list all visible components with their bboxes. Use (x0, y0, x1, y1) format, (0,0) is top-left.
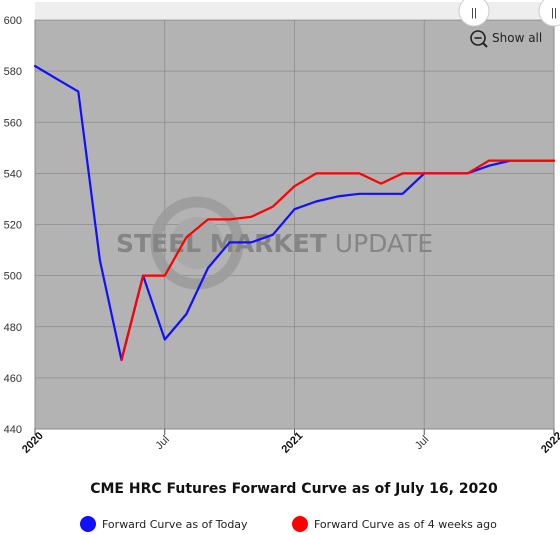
legend-marker-4-weeks-ago-icon (292, 516, 308, 532)
zoom-out-icon (470, 30, 488, 48)
y-tick-label: 580 (4, 66, 22, 78)
x-tick-label: Jul (413, 434, 431, 452)
show-all-label: Show all (492, 31, 542, 45)
legend: Forward Curve as of Today Forward Curve … (80, 516, 497, 532)
series-layer (33, 64, 556, 362)
show-all-button[interactable]: Show all (470, 30, 542, 48)
y-tick-label: 520 (4, 220, 22, 232)
y-tick-label: 500 (4, 271, 22, 283)
legend-item-4-weeks-ago[interactable]: Forward Curve as of 4 weeks ago (292, 516, 497, 532)
chart-title: CME HRC Futures Forward Curve as of July… (90, 481, 498, 497)
scroll-handle-right[interactable]: || (538, 0, 560, 27)
x-tick-label: 2022 (539, 430, 560, 456)
scroll-track[interactable] (35, 2, 554, 20)
y-tick-label: 600 (4, 15, 22, 27)
watermark-logo: STEEL MARKET UPDATE (116, 196, 433, 290)
x-tick-label: Jul (153, 434, 171, 452)
x-tick-label: 2021 (279, 430, 305, 456)
scroll-grip-left: || (471, 7, 477, 19)
y-tick-label: 540 (4, 168, 22, 180)
y-tick-label: 560 (4, 117, 22, 129)
x-axis-ticks: 2020 Jul 2021 Jul 2022 (20, 430, 560, 456)
y-tick-label: 480 (4, 322, 22, 334)
watermark-text: STEEL MARKET UPDATE (116, 229, 433, 258)
y-tick-label: 460 (4, 373, 22, 385)
y-axis-ticks: 440 460 480 500 520 540 560 580 600 (4, 15, 22, 436)
watermark-ring-core-icon (171, 217, 223, 269)
legend-item-today[interactable]: Forward Curve as of Today (80, 516, 248, 532)
x-tick-label: 2020 (20, 430, 46, 456)
watermark-light: UPDATE (327, 229, 433, 258)
legend-marker-today-icon (80, 516, 96, 532)
scroll-grip-right: || (551, 7, 557, 19)
legend-label-today: Forward Curve as of Today (102, 518, 248, 531)
scroll-handle-left[interactable]: || (458, 0, 490, 27)
legend-label-4-weeks-ago: Forward Curve as of 4 weeks ago (314, 518, 497, 531)
y-tick-label: 440 (4, 424, 22, 436)
series-line-1[interactable] (120, 159, 556, 362)
